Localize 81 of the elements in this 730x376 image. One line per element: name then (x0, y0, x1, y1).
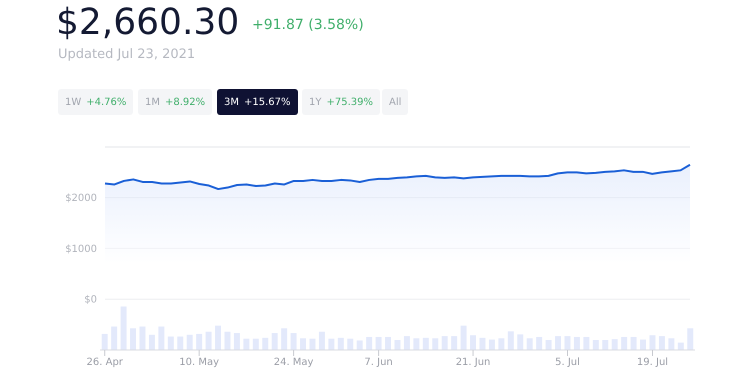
bar (158, 326, 164, 350)
bar (479, 338, 486, 350)
bar (186, 334, 193, 350)
x-tick-label: 21. Jun (456, 357, 490, 368)
bar (592, 340, 599, 350)
bar (564, 336, 570, 350)
bar (394, 340, 400, 350)
bar (668, 338, 674, 350)
period-button: 1W +4.76% (58, 89, 134, 115)
bar (243, 338, 250, 350)
bar (252, 338, 259, 350)
bar (120, 306, 127, 350)
bar (460, 326, 467, 350)
bar (451, 336, 458, 350)
bar (687, 328, 694, 350)
bar (356, 340, 363, 350)
bar (526, 338, 533, 350)
period-button: 1M +8.92% (138, 89, 212, 115)
bar (347, 338, 354, 350)
bar (300, 338, 306, 350)
bar (470, 335, 476, 350)
bar (376, 336, 382, 350)
bar (630, 336, 637, 350)
bar (612, 339, 618, 350)
bar (366, 336, 372, 350)
x-tick-label: 24. May (274, 357, 314, 368)
bar (215, 326, 222, 350)
bar (432, 338, 438, 350)
bar (488, 340, 495, 350)
bar (262, 338, 268, 350)
bar (678, 342, 684, 350)
x-tick-label: 10. May (179, 357, 220, 368)
x-tick-label: 7. Jun (364, 357, 393, 368)
bar (385, 336, 392, 350)
bar (555, 336, 562, 350)
period-button: All (382, 89, 408, 115)
bar (148, 334, 155, 350)
bar (309, 338, 316, 350)
bar (602, 340, 608, 350)
bar (111, 326, 118, 350)
bar (130, 328, 136, 350)
x-tick-label: 19. Jul (636, 357, 668, 368)
bar (206, 332, 212, 350)
bar (508, 331, 514, 350)
bar (517, 334, 524, 350)
bar (536, 336, 542, 350)
y-tick-label: $0 (84, 294, 97, 306)
bar (224, 332, 230, 350)
bar (498, 338, 504, 350)
bar (168, 336, 174, 350)
bar (640, 340, 646, 350)
chart-title: $2,660.30 (56, 2, 240, 43)
bar (177, 336, 184, 350)
bar (649, 335, 656, 350)
bar (102, 334, 108, 350)
text: Updated Jul 23, 2021 (58, 47, 196, 62)
bar (338, 338, 344, 350)
bar (583, 336, 590, 350)
bar (442, 336, 448, 350)
bar (413, 338, 420, 350)
bar (318, 332, 325, 350)
period-button: 1Y +75.39% (302, 89, 380, 115)
bar (404, 336, 410, 350)
bar (234, 333, 240, 350)
bar (196, 334, 202, 350)
chart-subtitle: +91.87 (3.58%) (252, 17, 364, 33)
bar (328, 338, 334, 350)
bar (281, 328, 288, 350)
bar (272, 333, 278, 350)
bar (658, 336, 665, 350)
bar (290, 333, 297, 350)
bar (422, 338, 429, 350)
bar (621, 336, 628, 350)
bar (139, 326, 146, 350)
period-button: 3M +15.67% (217, 89, 298, 115)
y-tick-label: $2000 (65, 193, 97, 204)
x-tick-label: 5. Jul (555, 357, 580, 368)
y-tick-label: $1000 (65, 244, 97, 255)
bar (574, 336, 580, 350)
bar (546, 340, 552, 350)
x-tick-label: 26. Apr (86, 357, 124, 368)
